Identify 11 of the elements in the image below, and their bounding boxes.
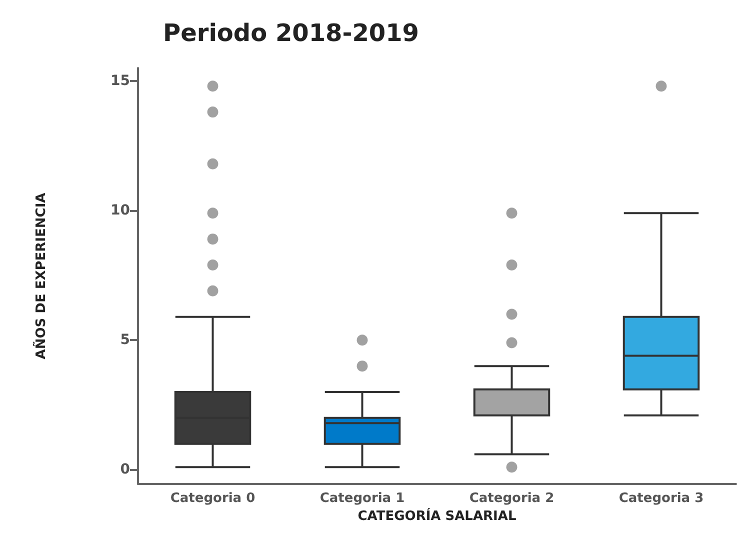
- y-tick-label: 5: [120, 332, 130, 348]
- y-tick-label: 10: [110, 202, 130, 219]
- y-tick-label: 0: [120, 462, 130, 478]
- chart-title: Periodo 2018-2019: [163, 19, 419, 47]
- x-tick-label: Categoria 0: [170, 491, 256, 506]
- x-tick-label: Categoria 3: [618, 491, 704, 506]
- y-axis-title: AÑOS DE EXPERIENCIA: [32, 192, 49, 360]
- x-axis-title: CATEGORÍA SALARIAL: [358, 506, 516, 524]
- x-tick-label: Categoria 1: [320, 491, 405, 506]
- y-tick-label: 15: [110, 72, 130, 89]
- x-tick-label: Categoria 2: [469, 491, 554, 506]
